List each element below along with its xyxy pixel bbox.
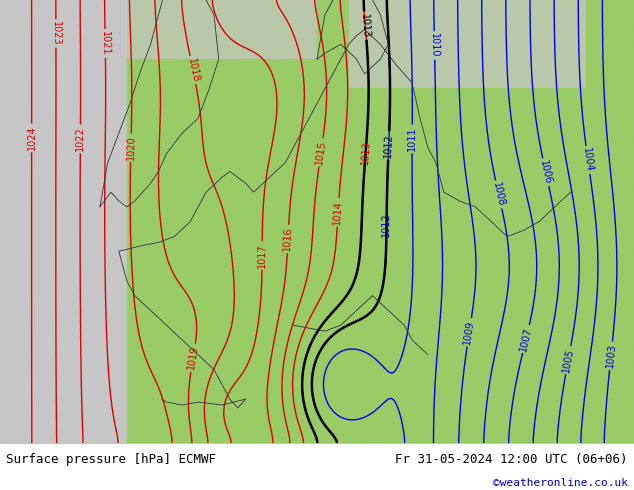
Text: 1005: 1005	[561, 347, 576, 373]
Text: 1020: 1020	[126, 135, 136, 160]
Text: Fr 31-05-2024 12:00 UTC (06+06): Fr 31-05-2024 12:00 UTC (06+06)	[395, 453, 628, 466]
Text: ©weatheronline.co.uk: ©weatheronline.co.uk	[493, 478, 628, 488]
Text: 1006: 1006	[538, 159, 553, 185]
Text: 1013: 1013	[359, 140, 372, 165]
Text: 1016: 1016	[282, 226, 294, 251]
Text: 1017: 1017	[257, 243, 267, 268]
Text: 1011: 1011	[407, 126, 417, 151]
Text: 1015: 1015	[314, 139, 328, 165]
Text: 1022: 1022	[75, 126, 86, 151]
Text: 1009: 1009	[462, 319, 476, 345]
Text: 1024: 1024	[27, 125, 37, 150]
Text: 1021: 1021	[100, 31, 110, 56]
Text: 1013: 1013	[359, 13, 372, 38]
Text: 1018: 1018	[186, 57, 200, 83]
Text: 1004: 1004	[581, 147, 595, 173]
Text: 1012: 1012	[383, 133, 394, 158]
Text: 1012: 1012	[382, 212, 392, 237]
Text: 1019: 1019	[186, 345, 200, 370]
Text: Surface pressure [hPa] ECMWF: Surface pressure [hPa] ECMWF	[6, 453, 216, 466]
Text: 1010: 1010	[429, 33, 440, 58]
Text: 1008: 1008	[491, 181, 506, 208]
Text: 1007: 1007	[519, 326, 534, 352]
Text: 1003: 1003	[605, 343, 618, 368]
Text: 1023: 1023	[51, 21, 61, 46]
Text: 1014: 1014	[332, 200, 344, 225]
